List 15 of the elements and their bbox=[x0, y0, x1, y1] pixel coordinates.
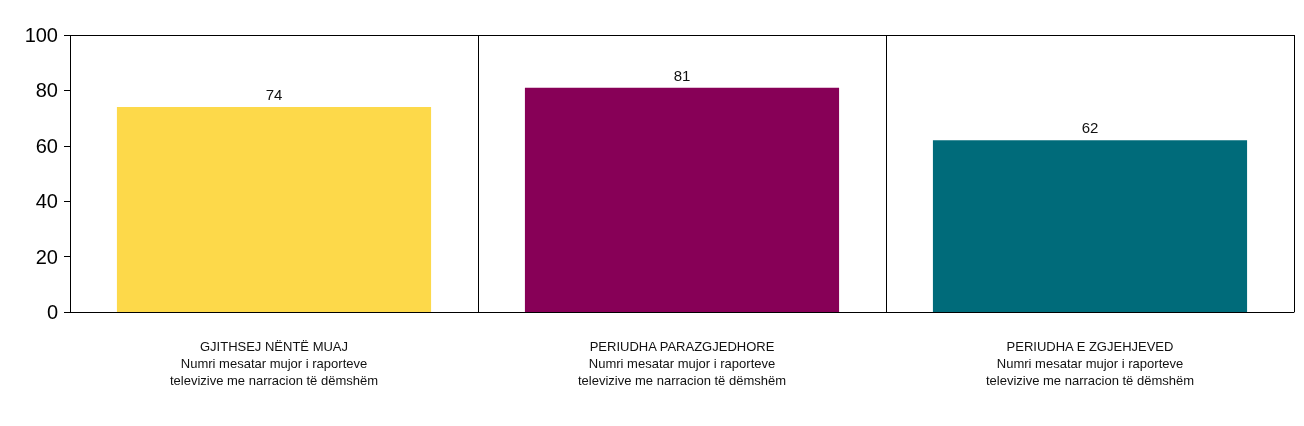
data-label: 81 bbox=[673, 66, 691, 84]
y-tick-label: 60 bbox=[35, 134, 58, 157]
x-tick-label: PERIUDHA PARAZGJEDHORE Numri mesatar mujor i raporteve televizive me narracion të dëmshëm bbox=[577, 339, 787, 388]
data-label: 74 bbox=[265, 86, 283, 104]
x-tick-label: PERIUDHA E ZGJEHJEVED Numri mesatar mujor i raporteve televizive me narracion të dëmshëm bbox=[985, 339, 1195, 388]
y-tick-label: 0 bbox=[46, 301, 58, 323]
y-tick-label: 100 bbox=[24, 24, 58, 46]
y-tick-label: 40 bbox=[35, 190, 58, 213]
data-label: 62 bbox=[1081, 119, 1099, 137]
y-tick-label: 20 bbox=[35, 245, 58, 268]
bar bbox=[932, 140, 1248, 312]
y-tick-label: 80 bbox=[35, 79, 58, 102]
x-tick-label: GJITHSEJ NËNTË MUAJ Numri mesatar mujor i raporteve televizive me narracion të dëmshëm bbox=[169, 339, 379, 388]
bar bbox=[116, 107, 432, 312]
bar bbox=[524, 87, 840, 312]
